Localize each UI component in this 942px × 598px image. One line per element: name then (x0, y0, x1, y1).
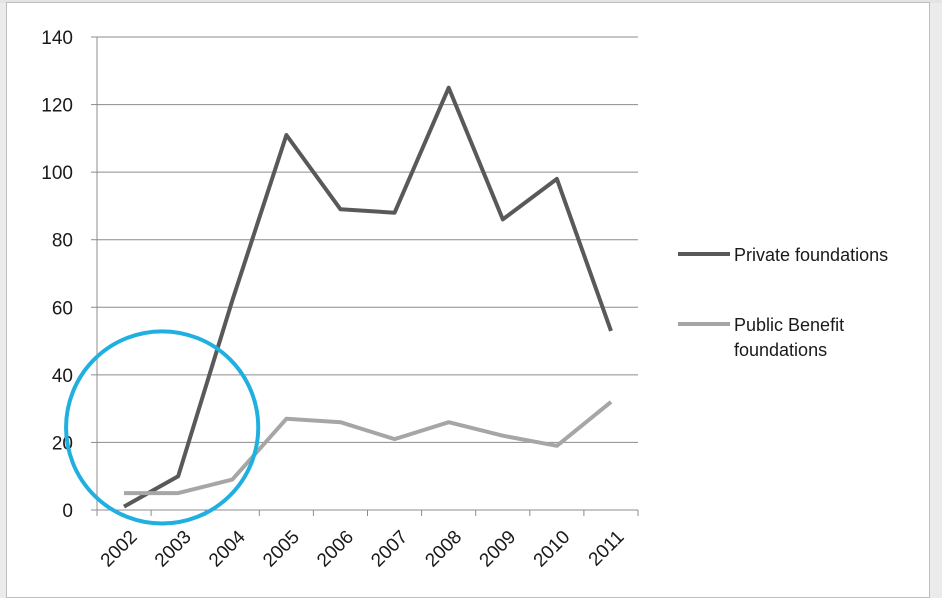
y-tick-label: 80 (52, 231, 73, 252)
top-strip (0, 0, 942, 3)
chart-panel (6, 2, 930, 598)
y-tick-label: 120 (41, 96, 73, 117)
y-tick-label: 140 (41, 28, 73, 49)
y-tick-label: 0 (62, 501, 73, 522)
x-tick-label: 2010 (530, 527, 575, 572)
x-tick-label: 2008 (421, 527, 466, 572)
series-line-public-benefit (124, 400, 613, 496)
x-tick-label: 2003 (151, 527, 196, 572)
x-tick-label: 2007 (367, 527, 412, 572)
legend-label-private: Private foundations (734, 245, 888, 265)
legend-label-public-benefit: Public Benefit foundations (734, 315, 844, 360)
x-tick-label: 2011 (585, 527, 629, 571)
y-tick-label: 40 (52, 366, 73, 387)
x-tick-label: 2006 (313, 527, 358, 572)
x-tick-label: 2004 (205, 526, 250, 571)
x-tick-label: 2009 (476, 527, 521, 572)
annotation-circle (64, 329, 261, 526)
x-tick-label: 2005 (259, 527, 304, 572)
series-line-private (123, 85, 613, 509)
y-tick-label: 100 (41, 163, 73, 184)
x-tick-label: 2002 (97, 527, 142, 572)
y-tick-label: 60 (52, 298, 73, 319)
